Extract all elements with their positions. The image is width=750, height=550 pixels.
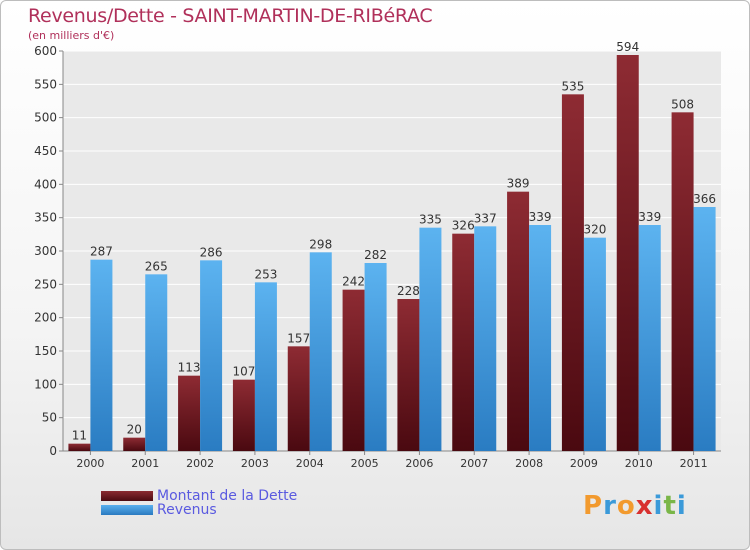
y-tick-label: 150	[34, 344, 57, 358]
bar-revenue	[145, 274, 168, 451]
data-label-debt: 508	[671, 97, 694, 111]
bar-revenue	[693, 207, 716, 451]
x-tick-label: 2005	[351, 457, 379, 470]
x-tick-label: 2003	[241, 457, 269, 470]
logo-letter: P	[583, 491, 604, 521]
y-tick-label: 350	[34, 211, 57, 225]
bar-debt	[342, 289, 365, 451]
bar-debt	[397, 299, 420, 451]
data-label-revenue: 337	[474, 211, 497, 225]
y-tick-label: 0	[49, 444, 57, 458]
bar-debt	[507, 191, 530, 451]
bar-revenue	[529, 225, 552, 451]
x-tick-label: 2006	[405, 457, 433, 470]
y-tick-label: 600	[34, 44, 57, 58]
legend-item-debt: Montant de la Dette	[101, 488, 297, 504]
bar-revenue	[309, 252, 332, 451]
legend-label-debt: Montant de la Dette	[157, 488, 298, 504]
data-label-revenue: 265	[145, 259, 168, 273]
data-label-debt: 157	[287, 331, 310, 345]
data-label-debt: 535	[561, 79, 584, 93]
y-tick-label: 100	[34, 377, 57, 391]
legend-item-revenue: Revenus	[101, 502, 217, 518]
bar-debt	[671, 112, 694, 451]
legend-swatch-revenue	[101, 505, 153, 515]
y-tick-label: 400	[34, 177, 57, 191]
x-tick-label: 2009	[570, 457, 598, 470]
bar-revenue	[200, 260, 223, 451]
logo-letter: t	[663, 491, 677, 521]
x-tick-label: 2002	[186, 457, 214, 470]
y-tick-label: 500	[34, 111, 57, 125]
data-label-debt: 228	[397, 284, 420, 298]
logo-letter: i	[653, 491, 664, 521]
legend-swatch-debt	[101, 491, 153, 501]
data-label-revenue: 335	[419, 213, 442, 227]
y-tick-label: 200	[34, 311, 57, 325]
x-tick-label: 2001	[131, 457, 159, 470]
bar-revenue	[364, 263, 387, 451]
data-label-revenue: 253	[254, 267, 277, 281]
bar-debt	[561, 94, 584, 451]
y-tick-label: 300	[34, 244, 57, 258]
data-label-debt: 20	[127, 423, 142, 437]
chart-subtitle: (en milliers d'€)	[28, 29, 115, 42]
data-label-revenue: 320	[583, 223, 606, 237]
y-tick-label: 450	[34, 144, 57, 158]
bar-revenue	[638, 225, 661, 451]
data-label-debt: 326	[452, 219, 475, 233]
data-label-revenue: 286	[200, 245, 223, 259]
bar-debt	[178, 375, 201, 451]
data-label-revenue: 366	[693, 192, 716, 206]
bar-revenue	[474, 226, 497, 451]
x-tick-label: 2000	[76, 457, 104, 470]
data-label-debt: 242	[342, 275, 365, 289]
data-label-debt: 594	[616, 40, 639, 54]
logo-letter: o	[616, 491, 636, 521]
bar-revenue	[583, 237, 606, 451]
data-label-revenue: 339	[529, 210, 552, 224]
bar-revenue	[254, 282, 277, 451]
bar-revenue	[419, 227, 442, 451]
logo-letter: r	[603, 491, 617, 521]
data-label-debt: 11	[72, 429, 87, 443]
bar-revenue	[90, 259, 113, 451]
x-tick-label: 2004	[296, 457, 324, 470]
data-label-debt: 107	[232, 365, 255, 379]
data-label-revenue: 287	[90, 245, 113, 259]
data-label-debt: 113	[178, 361, 201, 375]
data-label-revenue: 282	[364, 248, 387, 262]
bar-debt	[68, 443, 91, 451]
data-label-revenue: 298	[309, 237, 332, 251]
x-tick-label: 2011	[680, 457, 708, 470]
chart-title: Revenus/Dette - SAINT-MARTIN-DE-RIBéRAC	[28, 5, 433, 27]
x-tick-label: 2010	[625, 457, 653, 470]
bar-debt	[452, 233, 475, 451]
proxiti-logo: Proxiti	[583, 491, 687, 521]
bar-debt	[287, 346, 310, 451]
y-tick-label: 250	[34, 277, 57, 291]
bar-debt	[616, 55, 639, 451]
logo-letter: i	[676, 491, 687, 521]
y-tick-label: 550	[34, 77, 57, 91]
x-tick-label: 2008	[515, 457, 543, 470]
y-tick-label: 50	[42, 411, 57, 425]
bar-debt	[232, 379, 255, 451]
logo-letter: x	[635, 491, 654, 521]
data-label-revenue: 339	[638, 210, 661, 224]
x-tick-label: 2007	[460, 457, 488, 470]
bar-debt	[123, 437, 146, 451]
data-label-debt: 389	[507, 177, 530, 191]
legend-label-revenue: Revenus	[157, 502, 217, 518]
